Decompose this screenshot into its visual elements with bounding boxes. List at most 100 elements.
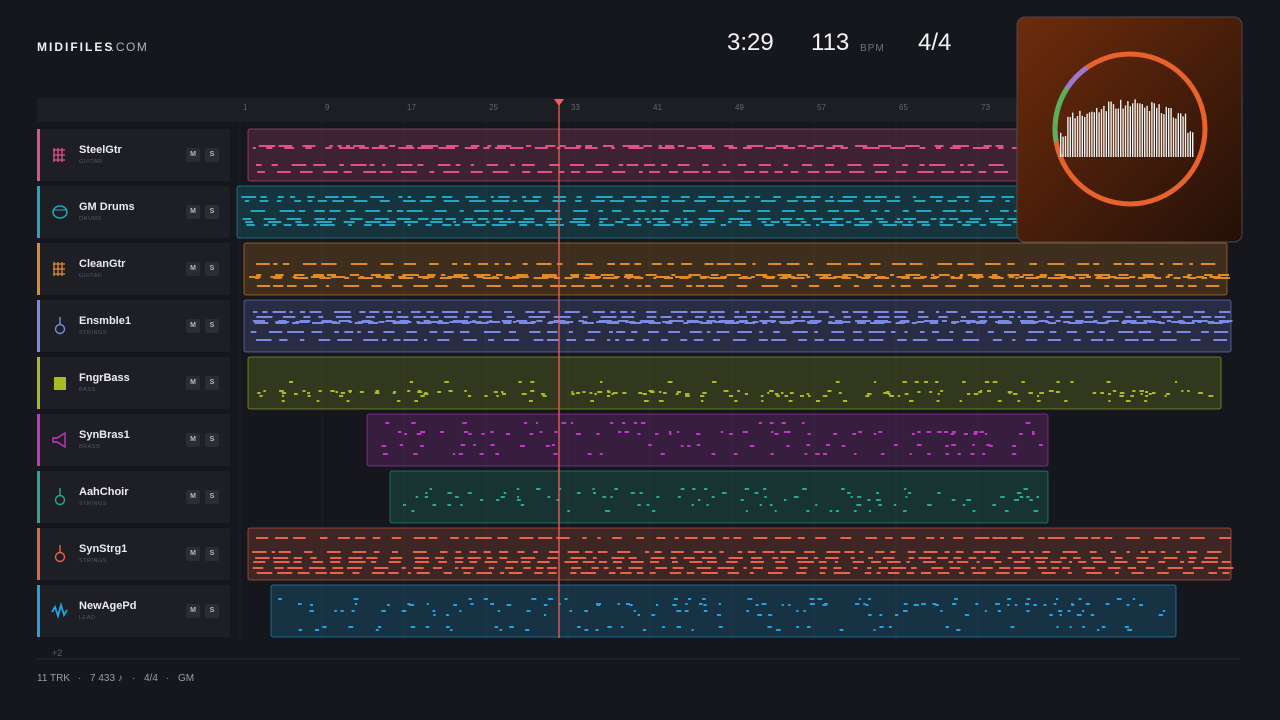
waveform-bar (1117, 108, 1119, 157)
note (318, 316, 324, 318)
note (1043, 604, 1047, 606)
note (904, 393, 909, 395)
mute-button[interactable]: M (186, 319, 200, 333)
more-tracks[interactable]: +2 (52, 648, 63, 658)
note (902, 210, 909, 212)
note (409, 604, 415, 606)
note (373, 551, 380, 553)
note (1145, 567, 1155, 569)
solo-button[interactable]: S (205, 433, 219, 447)
note (837, 200, 853, 202)
note (909, 453, 912, 455)
note (774, 171, 783, 173)
solo-button[interactable]: S (205, 604, 219, 618)
mute-button[interactable]: M (186, 490, 200, 504)
note (460, 444, 466, 446)
note (411, 510, 415, 512)
note (415, 496, 419, 498)
note (960, 320, 976, 322)
mute-button[interactable]: M (186, 262, 200, 276)
track-name[interactable]: GM Drums (79, 201, 135, 213)
note (776, 395, 780, 397)
note (279, 210, 295, 212)
solo-button[interactable]: S (205, 490, 219, 504)
note (716, 331, 730, 333)
note (852, 433, 857, 435)
note (876, 572, 881, 574)
note (813, 557, 819, 559)
note (534, 147, 548, 149)
solo-button[interactable]: S (205, 262, 219, 276)
note (753, 537, 768, 539)
note (797, 145, 806, 147)
note (425, 224, 432, 226)
note (587, 453, 592, 455)
note (963, 433, 968, 435)
note (937, 557, 948, 559)
note (277, 171, 291, 173)
mute-button[interactable]: M (186, 205, 200, 219)
note (374, 392, 380, 394)
mute-button[interactable]: M (186, 547, 200, 561)
note (942, 210, 957, 212)
note (1134, 311, 1141, 313)
note (798, 339, 807, 341)
track-name[interactable]: FngrBass (79, 372, 130, 384)
waveform-bar (1192, 132, 1194, 157)
track-name[interactable]: NewAgePd (79, 600, 137, 612)
note (677, 431, 680, 433)
mute-button[interactable]: M (186, 148, 200, 162)
note (723, 390, 729, 392)
note (752, 263, 756, 265)
note (772, 557, 779, 559)
track-name[interactable]: SynStrg1 (79, 543, 128, 555)
note (282, 316, 296, 318)
note (481, 433, 485, 435)
note (287, 331, 304, 333)
note (411, 311, 421, 313)
note (576, 196, 582, 198)
note (416, 321, 420, 323)
solo-button[interactable]: S (205, 547, 219, 561)
note (935, 200, 942, 202)
track-color-strip (37, 528, 40, 580)
note (875, 551, 885, 553)
track-name[interactable]: CleanGtr (79, 258, 126, 270)
mute-button[interactable]: M (186, 376, 200, 390)
note (780, 218, 793, 220)
note (953, 537, 964, 539)
solo-button[interactable]: S (205, 376, 219, 390)
note (330, 557, 342, 559)
note (903, 610, 908, 612)
note (293, 274, 305, 276)
solo-button[interactable]: S (205, 205, 219, 219)
note (775, 145, 788, 147)
note (464, 218, 473, 220)
note (535, 422, 538, 424)
track-name[interactable]: AahChoir (79, 486, 129, 498)
track-name[interactable]: Ensmble1 (79, 315, 131, 327)
note (914, 200, 926, 202)
track-name[interactable]: SteelGtr (79, 144, 122, 156)
note (1062, 551, 1078, 553)
note (704, 263, 714, 265)
note (755, 274, 768, 276)
track-name[interactable]: SynBras1 (79, 429, 130, 441)
note (927, 504, 932, 506)
note (314, 210, 325, 212)
note (282, 395, 285, 397)
note (482, 311, 492, 313)
mute-button[interactable]: M (186, 433, 200, 447)
note (743, 147, 752, 149)
note (744, 171, 755, 173)
ruler-label: 49 (735, 103, 744, 112)
solo-button[interactable]: S (205, 319, 219, 333)
note (557, 263, 563, 265)
note (559, 145, 566, 147)
solo-button[interactable]: S (205, 148, 219, 162)
note (931, 274, 935, 276)
mute-button[interactable]: M (186, 604, 200, 618)
note (694, 200, 706, 202)
note (286, 218, 302, 220)
